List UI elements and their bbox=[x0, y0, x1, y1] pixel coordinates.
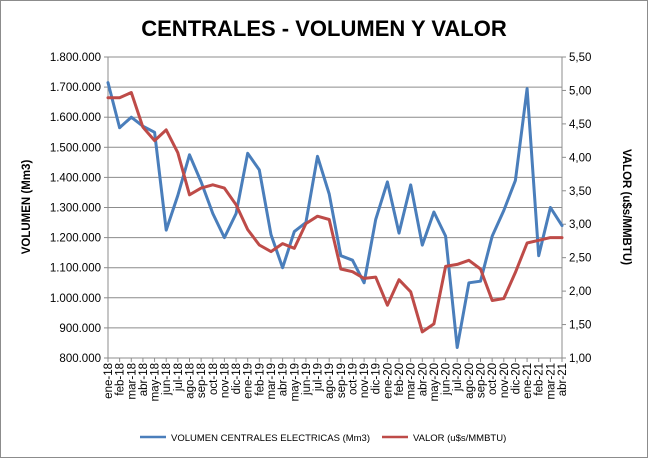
x-tick-label: mar-19 bbox=[266, 363, 278, 399]
x-tick-label: abr-18 bbox=[138, 363, 150, 396]
chart-title: CENTRALES - VOLUMEN Y VALOR bbox=[141, 16, 507, 41]
x-tick-label: ene-20 bbox=[382, 363, 394, 399]
series-line bbox=[106, 91, 564, 334]
y2-axis-label: VALOR (u$s/MMBTU) bbox=[620, 149, 632, 265]
y2-tick-label: 2,00 bbox=[569, 286, 591, 298]
x-tick-label: feb-21 bbox=[534, 363, 546, 396]
y2-tick-label: 3,00 bbox=[569, 219, 591, 231]
x-tick-label: dic-19 bbox=[371, 363, 383, 394]
x-tick-label: jun-18 bbox=[161, 363, 173, 396]
legend-label: VALOR (u$s/MMBTU) bbox=[413, 433, 506, 444]
y-axis-ticks: 800.000 900.000 1.000.000 1.100.000 1.200.00… bbox=[50, 52, 101, 365]
x-tick-label: feb-18 bbox=[115, 363, 127, 396]
y-tick-label: 1.800.000 bbox=[50, 52, 101, 64]
x-tick-label: dic-20 bbox=[510, 363, 522, 394]
x-tick-label: ago-19 bbox=[324, 363, 336, 399]
x-tick-label: jun-19 bbox=[301, 363, 313, 396]
x-tick-label: may-18 bbox=[150, 363, 162, 401]
x-tick-label: ene-18 bbox=[103, 363, 115, 399]
x-axis-ticks: ene-18 feb-18 mar-18 abr-18 may-18 jun-18 jul-… bbox=[103, 363, 569, 401]
y-tick-label: 1.100.000 bbox=[50, 263, 101, 275]
y2-tick-label: 4,50 bbox=[569, 119, 591, 131]
x-tick-label: may-20 bbox=[429, 363, 441, 401]
x-tick-label: mar-20 bbox=[406, 363, 418, 399]
y2-tick-label: 5,50 bbox=[569, 52, 591, 64]
y2-tick-label: 5,00 bbox=[569, 85, 591, 97]
y2-tick-label: 1,50 bbox=[569, 320, 591, 332]
x-tick-label: mar-21 bbox=[545, 363, 557, 399]
x-tick-label: sep-18 bbox=[196, 363, 208, 398]
x-tick-label: ene-21 bbox=[522, 363, 534, 399]
x-tick-label: abr-21 bbox=[557, 363, 569, 396]
legend-label: VOLUMEN CENTRALES ELECTRICAS (Mm3) bbox=[171, 433, 370, 444]
y-tick-label: 800.000 bbox=[59, 353, 101, 365]
x-tick-label: oct-18 bbox=[208, 363, 220, 395]
x-tick-label: feb-19 bbox=[254, 363, 266, 396]
x-tick-label: sep-20 bbox=[476, 363, 488, 398]
y-axis-label: VOLUMEN (Mm3) bbox=[21, 160, 33, 255]
x-tick-label: jul-18 bbox=[173, 363, 185, 392]
series-lines bbox=[106, 81, 564, 349]
x-tick-label: jul-20 bbox=[452, 363, 464, 392]
x-tick-label: abr-19 bbox=[278, 363, 290, 396]
y-tick-label: 1.700.000 bbox=[50, 82, 101, 94]
x-tick-label: oct-19 bbox=[347, 363, 359, 395]
axes bbox=[104, 56, 566, 362]
y-tick-label: 1.200.000 bbox=[50, 233, 101, 245]
y-tick-label: 1.400.000 bbox=[50, 172, 101, 184]
x-tick-label: sep-19 bbox=[336, 363, 348, 398]
y2-tick-label: 4,00 bbox=[569, 152, 591, 164]
x-tick-label: jul-19 bbox=[313, 363, 325, 392]
x-tick-label: ago-20 bbox=[464, 363, 476, 399]
x-tick-label: jun-20 bbox=[441, 363, 453, 396]
y2-tick-label: 1,00 bbox=[569, 353, 591, 365]
x-tick-label: may-19 bbox=[289, 363, 301, 401]
x-tick-label: oct-20 bbox=[487, 363, 499, 395]
y2-axis-ticks: 1,00 1,50 2,00 2,50 3,00 3,50 4,00 4,50 5,00 5,50 bbox=[569, 52, 591, 365]
y-tick-label: 1.000.000 bbox=[50, 293, 101, 305]
y-tick-label: 900.000 bbox=[59, 323, 101, 335]
x-tick-label: nov-18 bbox=[219, 363, 231, 398]
legend: VOLUMEN CENTRALES ELECTRICAS (Mm3) VALOR … bbox=[140, 433, 506, 444]
y-tick-label: 1.300.000 bbox=[50, 203, 101, 215]
x-tick-label: ene-19 bbox=[243, 363, 255, 399]
y-tick-label: 1.500.000 bbox=[50, 142, 101, 154]
gridlines bbox=[108, 56, 562, 359]
series-line bbox=[106, 81, 564, 349]
y-tick-label: 1.600.000 bbox=[50, 112, 101, 124]
x-tick-label: dic-18 bbox=[231, 363, 243, 394]
x-tick-label: mar-18 bbox=[126, 363, 138, 399]
x-tick-label: feb-20 bbox=[394, 363, 406, 396]
y2-tick-label: 2,50 bbox=[569, 253, 591, 265]
x-tick-label: nov-19 bbox=[359, 363, 371, 398]
x-tick-label: abr-20 bbox=[417, 363, 429, 396]
x-tick-label: ago-18 bbox=[184, 363, 196, 399]
y2-tick-label: 3,50 bbox=[569, 186, 591, 198]
x-tick-label: nov-20 bbox=[499, 363, 511, 398]
